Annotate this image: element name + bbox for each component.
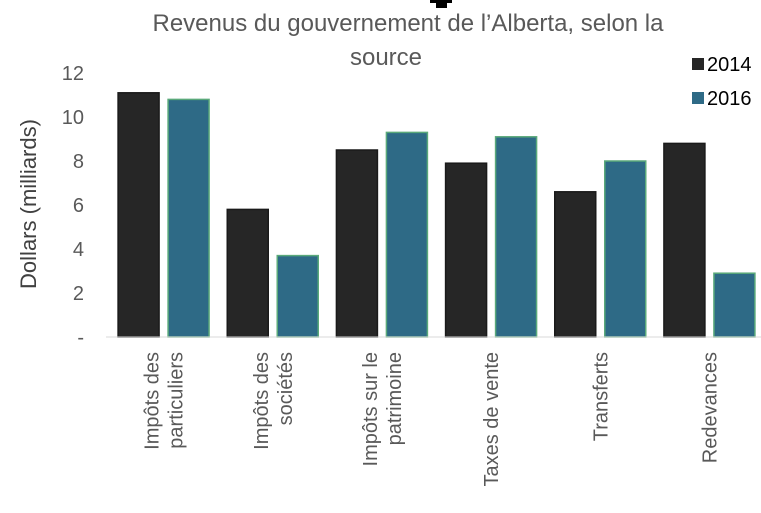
x-tick-label: patrimoine: [384, 352, 406, 445]
bar-2014-3: [444, 162, 488, 338]
y-axis-ticks: - 2 4 6 8 10 12: [62, 63, 84, 349]
y-tick-label: 12: [62, 63, 84, 85]
x-tick-label: sociétés: [275, 352, 297, 425]
x-axis-labels: Impôts des particuliers Impôts des sociétés…: [142, 352, 722, 487]
y-tick-label: 4: [73, 239, 84, 261]
bar-2016-5: [713, 272, 756, 338]
bar-2016-1: [276, 254, 319, 338]
y-tick-label: 2: [73, 283, 84, 305]
legend: 2014 2016: [692, 54, 752, 110]
legend-label-2014: 2014: [707, 54, 752, 76]
legend-swatch-2014: [692, 58, 704, 70]
bar-2016-3: [494, 136, 538, 338]
x-tick-label: Redevances: [699, 352, 721, 463]
y-tick-label: 10: [62, 107, 84, 129]
legend-swatch-2016: [692, 92, 704, 104]
chart-title-line2: source: [350, 44, 422, 71]
bar-2014-0: [117, 92, 160, 338]
bar-2014-2: [335, 149, 379, 338]
legend-label-2016: 2016: [707, 88, 752, 110]
x-tick-label: Taxes de vente: [481, 352, 503, 487]
bar-2014-5: [663, 142, 706, 338]
bar-2014-1: [226, 208, 269, 338]
x-tick-label: Impôts sur le: [360, 352, 382, 466]
y-tick-label: 8: [73, 151, 84, 173]
clipped-heading-fragment: [430, 0, 452, 8]
bar-group: [117, 92, 756, 338]
x-tick-label: particuliers: [166, 352, 188, 449]
x-tick-label: Impôts des: [142, 352, 164, 450]
bar-2016-2: [385, 131, 429, 338]
x-tick-label: Impôts des: [251, 352, 273, 450]
chart-title-line1: Revenus du gouvernement de l’Alberta, se…: [153, 10, 665, 37]
bar-2014-4: [554, 191, 597, 338]
y-axis-title: Dollars (milliards): [16, 119, 41, 289]
bar-2016-0: [167, 98, 210, 338]
bar-2016-4: [604, 160, 647, 338]
y-tick-label: -: [77, 327, 84, 349]
x-tick-label: Transferts: [590, 352, 612, 441]
y-tick-label: 6: [73, 195, 84, 217]
